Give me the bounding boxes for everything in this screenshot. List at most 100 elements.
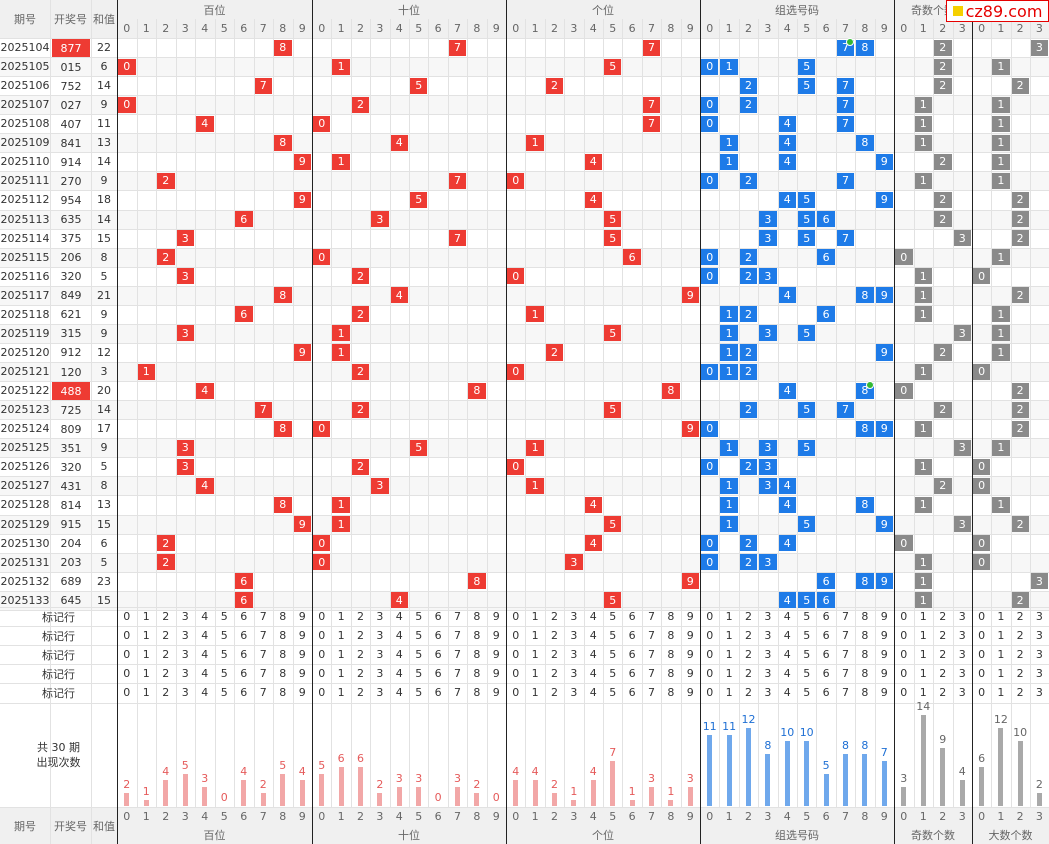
mark-cell[interactable]: 8 — [473, 686, 481, 700]
mark-cell[interactable]: 3 — [764, 667, 772, 681]
mark-cell[interactable]: 1 — [919, 686, 927, 700]
mark-cell[interactable]: 5 — [609, 667, 617, 681]
mark-cell[interactable]: 0 — [706, 648, 714, 662]
mark-cell[interactable]: 2 — [939, 648, 947, 662]
mark-cell[interactable]: 6 — [434, 686, 442, 700]
mark-cell[interactable]: 5 — [609, 629, 617, 643]
mark-cell[interactable]: 0 — [978, 610, 986, 624]
mark-cell[interactable]: 0 — [123, 648, 131, 662]
mark-cell[interactable]: 2 — [162, 686, 170, 700]
mark-cell[interactable]: 9 — [686, 667, 694, 681]
mark-cell[interactable]: 5 — [803, 686, 811, 700]
mark-cell[interactable]: 1 — [997, 686, 1005, 700]
mark-cell[interactable]: 5 — [220, 667, 228, 681]
mark-cell[interactable]: 1 — [531, 610, 539, 624]
mark-cell[interactable]: 5 — [220, 648, 228, 662]
mark-cell[interactable]: 6 — [628, 648, 636, 662]
mark-cell[interactable]: 2 — [744, 629, 752, 643]
mark-cell[interactable]: 5 — [220, 629, 228, 643]
mark-cell[interactable]: 9 — [880, 667, 888, 681]
mark-cell[interactable]: 1 — [919, 629, 927, 643]
mark-cell[interactable]: 3 — [1035, 648, 1043, 662]
mark-cell[interactable]: 9 — [880, 629, 888, 643]
mark-cell[interactable]: 2 — [1016, 610, 1024, 624]
mark-row-label[interactable]: 标记行 — [42, 610, 75, 624]
mark-cell[interactable]: 1 — [919, 610, 927, 624]
mark-cell[interactable]: 4 — [201, 610, 209, 624]
mark-cell[interactable]: 8 — [667, 686, 675, 700]
mark-cell[interactable]: 4 — [395, 629, 403, 643]
mark-cell[interactable]: 0 — [706, 686, 714, 700]
mark-cell[interactable]: 0 — [318, 686, 326, 700]
mark-cell[interactable]: 4 — [589, 629, 597, 643]
mark-cell[interactable]: 8 — [473, 610, 481, 624]
mark-cell[interactable]: 1 — [337, 629, 345, 643]
mark-cell[interactable]: 2 — [744, 648, 752, 662]
mark-cell[interactable]: 5 — [803, 629, 811, 643]
mark-cell[interactable]: 0 — [318, 610, 326, 624]
mark-cell[interactable]: 4 — [395, 686, 403, 700]
mark-cell[interactable]: 1 — [142, 667, 150, 681]
mark-cell[interactable]: 6 — [240, 667, 248, 681]
mark-row-label[interactable]: 标记行 — [42, 629, 75, 643]
mark-row-label[interactable]: 标记行 — [42, 686, 75, 700]
mark-cell[interactable]: 0 — [512, 610, 520, 624]
mark-cell[interactable]: 6 — [822, 648, 830, 662]
mark-cell[interactable]: 2 — [1016, 648, 1024, 662]
mark-cell[interactable]: 5 — [415, 667, 423, 681]
mark-cell[interactable]: 2 — [939, 667, 947, 681]
mark-cell[interactable]: 3 — [958, 686, 966, 700]
mark-cell[interactable]: 0 — [978, 667, 986, 681]
mark-cell[interactable]: 7 — [841, 629, 849, 643]
mark-row-label[interactable]: 标记行 — [42, 667, 75, 681]
mark-cell[interactable]: 1 — [531, 648, 539, 662]
mark-cell[interactable]: 7 — [259, 610, 267, 624]
mark-cell[interactable]: 2 — [1016, 667, 1024, 681]
mark-cell[interactable]: 3 — [1035, 686, 1043, 700]
mark-cell[interactable]: 6 — [822, 629, 830, 643]
mark-cell[interactable]: 1 — [725, 667, 733, 681]
mark-cell[interactable]: 6 — [822, 610, 830, 624]
mark-cell[interactable]: 1 — [531, 667, 539, 681]
mark-cell[interactable]: 5 — [415, 629, 423, 643]
mark-cell[interactable]: 5 — [609, 686, 617, 700]
mark-cell[interactable]: 0 — [512, 648, 520, 662]
mark-cell[interactable]: 2 — [939, 610, 947, 624]
mark-cell[interactable]: 2 — [356, 648, 364, 662]
mark-cell[interactable]: 7 — [647, 667, 655, 681]
mark-cell[interactable]: 4 — [589, 648, 597, 662]
mark-cell[interactable]: 8 — [667, 648, 675, 662]
mark-cell[interactable]: 0 — [706, 629, 714, 643]
mark-cell[interactable]: 4 — [395, 648, 403, 662]
mark-cell[interactable]: 3 — [181, 667, 189, 681]
mark-cell[interactable]: 0 — [900, 629, 908, 643]
mark-cell[interactable]: 7 — [453, 667, 461, 681]
mark-cell[interactable]: 2 — [162, 610, 170, 624]
mark-cell[interactable]: 4 — [589, 686, 597, 700]
mark-cell[interactable]: 0 — [900, 667, 908, 681]
mark-cell[interactable]: 9 — [686, 629, 694, 643]
mark-cell[interactable]: 7 — [647, 686, 655, 700]
mark-cell[interactable]: 3 — [958, 610, 966, 624]
mark-cell[interactable]: 5 — [609, 610, 617, 624]
mark-cell[interactable]: 6 — [434, 610, 442, 624]
mark-cell[interactable]: 8 — [667, 667, 675, 681]
mark-cell[interactable]: 8 — [473, 629, 481, 643]
mark-cell[interactable]: 6 — [240, 610, 248, 624]
mark-cell[interactable]: 1 — [997, 610, 1005, 624]
mark-cell[interactable]: 6 — [240, 686, 248, 700]
mark-cell[interactable]: 9 — [298, 629, 306, 643]
mark-cell[interactable]: 2 — [744, 667, 752, 681]
mark-cell[interactable]: 8 — [279, 648, 287, 662]
mark-cell[interactable]: 3 — [764, 629, 772, 643]
mark-cell[interactable]: 4 — [783, 686, 791, 700]
mark-cell[interactable]: 3 — [764, 648, 772, 662]
mark-cell[interactable]: 2 — [744, 686, 752, 700]
mark-cell[interactable]: 4 — [783, 667, 791, 681]
mark-cell[interactable]: 6 — [240, 629, 248, 643]
mark-cell[interactable]: 0 — [978, 686, 986, 700]
mark-cell[interactable]: 5 — [415, 686, 423, 700]
mark-cell[interactable]: 9 — [880, 686, 888, 700]
mark-cell[interactable]: 2 — [550, 610, 558, 624]
mark-cell[interactable]: 5 — [803, 648, 811, 662]
